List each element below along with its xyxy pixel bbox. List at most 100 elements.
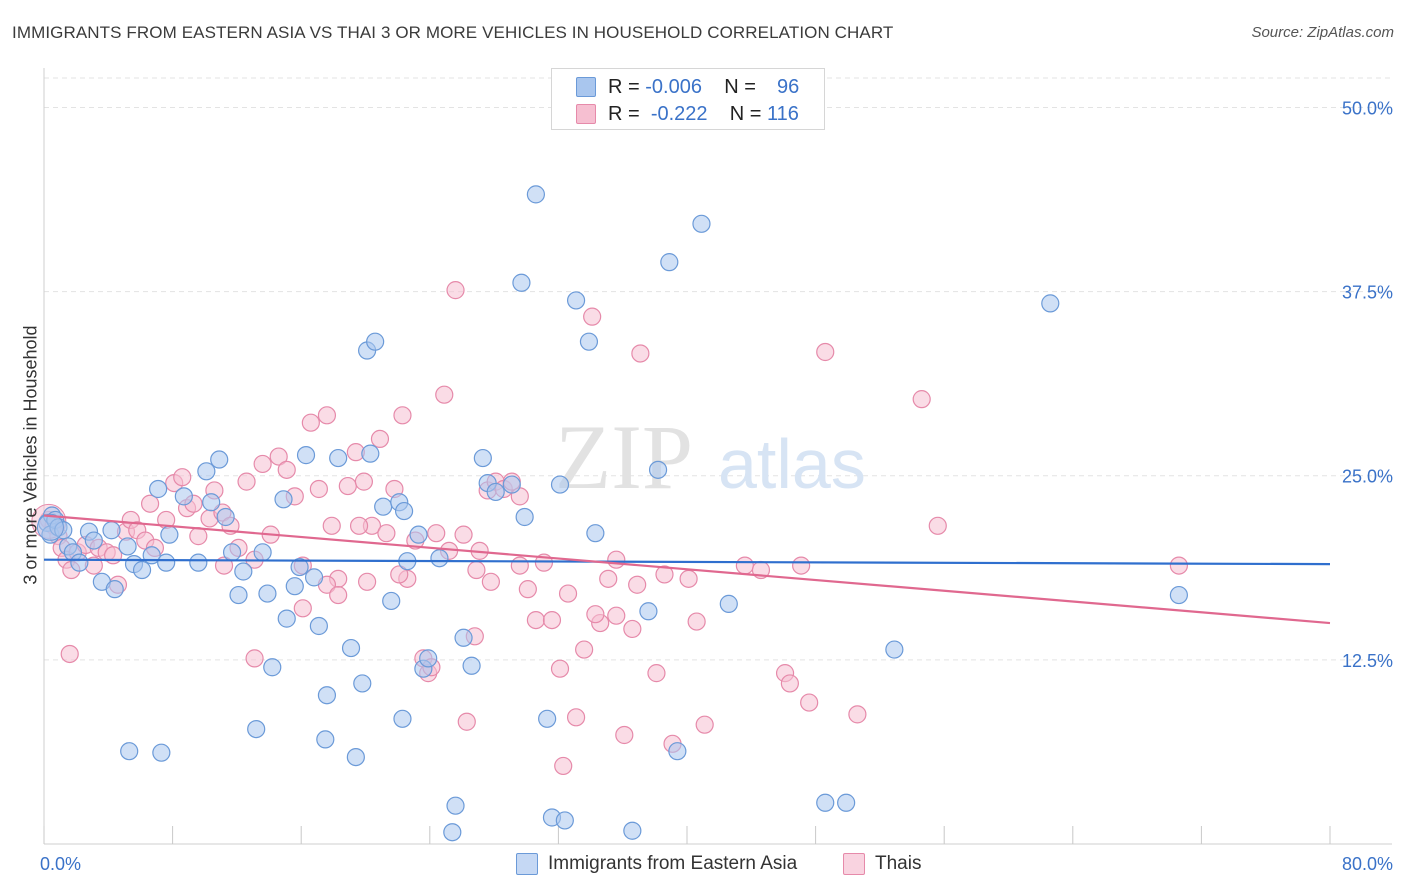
thais-point [467,560,486,580]
legend-r-label: R = [608,75,640,98]
thais-point [623,619,642,639]
x-tick-label-max: 80.0% [1342,854,1393,874]
y-tick-label: 12.5% [1342,651,1393,671]
eastern-asia-point [1041,294,1060,313]
eastern-asia-point [216,507,235,527]
eastern-asia-point [70,553,89,572]
thais-point [358,572,377,591]
legend-r-value: -0.006 [645,75,702,98]
eastern-asia-point [660,253,679,272]
thais-point [189,527,208,546]
thais-point [554,756,573,776]
eastern-asia-point [668,742,687,761]
legend-n-label: N = [729,102,762,125]
eastern-asia-point [132,560,152,580]
legend-row-eastern-asia: R = -0.006 N = 96 [576,74,799,100]
eastern-asia-point [210,450,229,469]
thais-point [309,479,328,499]
eastern-asia-point [719,594,738,613]
eastern-asia-point [473,448,492,468]
eastern-asia-point [341,638,361,658]
eastern-asia-point [443,823,462,842]
thais-point [792,556,811,575]
eastern-asia-point [274,490,293,509]
eastern-asia-point [555,811,574,830]
thais-point [583,307,602,326]
thais-point [245,649,264,668]
thais-point [607,606,626,625]
thais-point [816,342,835,362]
thais-point [237,472,256,491]
legend-swatch-blue [576,77,596,97]
eastern-asia-point [462,656,481,675]
eastern-asia-point [102,521,121,540]
thais-point [647,664,666,683]
eastern-asia-point [202,493,221,512]
eastern-asia-point [409,525,428,544]
eastern-asia-point [837,793,856,812]
thais-point [454,525,473,544]
eastern-asia-point [538,709,557,728]
thais-point [735,556,754,575]
eastern-asia-point [258,584,277,603]
eastern-asia-point [285,577,304,596]
thais-point [390,565,409,584]
y-tick-label: 37.5% [1342,283,1393,303]
thais-point [631,344,650,363]
stats-legend: R = -0.006 N = 96 R = -0.222 N = 116 [551,68,825,130]
trend-line-thais [43,514,1331,625]
thais-point [481,572,500,591]
source-label: Source: ZipAtlas.com [1251,24,1394,41]
thais-point [173,468,192,487]
bottom-legend-eastern-asia: Immigrants from Eastern Asia [516,851,797,877]
legend-n-label: N = [724,75,756,98]
thais-point [446,281,465,300]
thais-point [566,708,586,727]
thais-point [301,413,320,432]
trend-lines [43,514,1331,625]
eastern-asia-point [234,562,253,581]
thais-point [687,612,706,631]
eastern-asia-point [157,553,176,572]
thais-point [253,454,272,474]
legend-n-value: 96 [777,75,800,98]
eastern-asia-point [361,444,380,463]
eastern-asia-point [885,640,904,659]
thais-point [393,406,412,425]
thais-point [457,712,476,731]
eastern-asia-point [512,273,531,292]
thais-point [848,705,867,724]
eastern-asia-point [353,674,372,693]
eastern-asia-point [247,719,266,739]
eastern-asia-point [486,482,505,502]
eastern-asia-point [1169,585,1188,605]
eastern-asia-point [502,475,521,494]
eastern-asia-point [515,507,534,527]
eastern-asia-point [197,462,216,481]
thais-point [518,580,537,599]
eastern-asia-point [586,524,605,543]
thais-point [599,569,618,588]
eastern-asia-point [454,628,473,647]
chart-title: IMMIGRANTS FROM EASTERN ASIA VS THAI 3 O… [12,23,894,42]
bottom-legend-label: Immigrants from Eastern Asia [548,853,798,874]
thais-point [542,610,562,630]
thais-point [695,715,714,734]
tick-labels: 12.5% 25.0% 37.5% 50.0% 0.0% 80.0% [40,98,1393,874]
eastern-asia-point [317,686,337,705]
thais-point [1169,556,1188,575]
legend-row-thais: R = -0.222 N = 116 [576,101,799,127]
eastern-asia-point [579,332,599,351]
thais-point [655,565,674,584]
thais-point [354,472,373,491]
eastern-asia-point [309,616,328,636]
eastern-asia-point [152,743,171,762]
eastern-asia-point [160,525,179,544]
thais-point [510,556,529,575]
thais-point [322,516,341,535]
thais-point [615,725,634,745]
eastern-asia-point [296,446,316,465]
thais-point [800,693,819,712]
thais-point [377,524,396,543]
